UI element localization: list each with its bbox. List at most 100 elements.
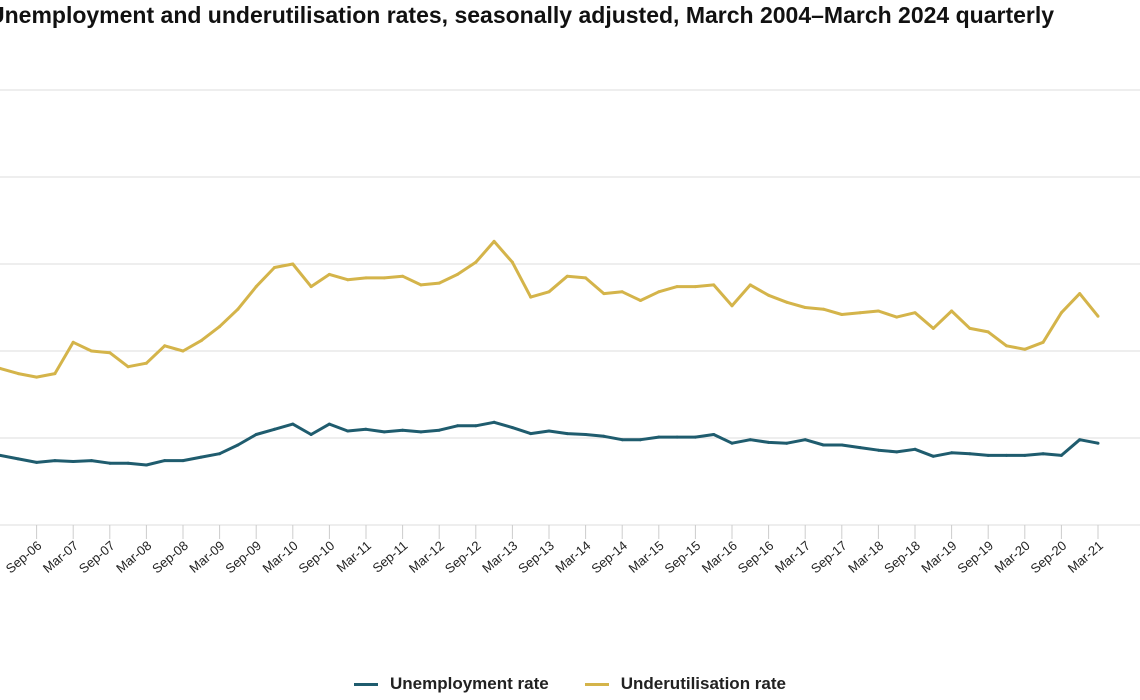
data-point xyxy=(584,433,588,436)
x-tick-label: Mar-12 xyxy=(406,538,447,576)
x-tick-label: Sep-19 xyxy=(954,538,996,576)
data-point xyxy=(657,290,661,294)
data-point xyxy=(785,441,789,445)
series-line-0 xyxy=(0,420,1099,467)
data-point xyxy=(657,435,661,439)
data-point xyxy=(675,435,679,439)
data-point xyxy=(163,459,167,463)
x-tick-label: Mar-07 xyxy=(40,538,81,576)
data-point xyxy=(273,266,276,269)
legend-swatch xyxy=(584,682,609,686)
data-point xyxy=(456,272,459,276)
data-point xyxy=(144,463,148,467)
x-tick-label: Sep-07 xyxy=(76,538,118,576)
data-point xyxy=(16,457,20,461)
data-point xyxy=(712,283,716,287)
x-tick-label: Mar-18 xyxy=(845,538,886,576)
data-point xyxy=(71,460,75,463)
data-point xyxy=(327,272,331,276)
legend-label: Unemployment rate xyxy=(389,674,549,693)
x-tick-label: Sep-13 xyxy=(515,538,557,576)
data-point xyxy=(364,427,368,431)
data-point xyxy=(437,428,441,432)
data-point xyxy=(1096,441,1100,445)
data-point xyxy=(620,290,624,294)
data-point xyxy=(895,315,899,319)
x-tick-label: Sep-18 xyxy=(881,538,923,576)
legend-swatch xyxy=(353,682,378,686)
data-point xyxy=(986,330,990,334)
data-point xyxy=(767,440,771,444)
data-point xyxy=(858,311,862,315)
x-tick-label: Sep-16 xyxy=(735,538,777,576)
x-tick-label: Mar-20 xyxy=(992,538,1033,576)
data-point xyxy=(712,433,716,436)
data-point xyxy=(968,452,972,456)
data-point xyxy=(584,276,588,280)
data-point xyxy=(16,372,20,376)
x-tick-label: Mar-14 xyxy=(552,538,593,576)
x-tick-label: Mar-13 xyxy=(479,538,520,576)
data-point xyxy=(1005,453,1008,457)
x-tick-label: Sep-17 xyxy=(808,538,850,576)
data-point xyxy=(291,422,295,426)
x-tick-label: Sep-10 xyxy=(296,538,338,576)
data-point xyxy=(693,285,697,289)
data-point xyxy=(602,434,606,438)
data-point xyxy=(803,306,807,309)
data-point xyxy=(346,429,350,433)
x-tick-label: Sep-12 xyxy=(442,538,484,576)
data-point xyxy=(529,295,533,299)
data-point xyxy=(181,459,185,463)
data-point xyxy=(126,461,130,465)
data-point xyxy=(602,292,606,296)
data-point xyxy=(620,438,624,442)
data-point xyxy=(693,435,697,439)
data-point xyxy=(492,420,496,424)
data-point xyxy=(950,451,954,455)
data-point xyxy=(108,351,112,355)
data-point xyxy=(71,340,75,344)
x-tick-label: Sep-14 xyxy=(588,538,630,576)
data-point xyxy=(913,311,917,315)
data-point xyxy=(1005,344,1008,348)
data-point xyxy=(1059,311,1063,315)
data-point xyxy=(822,307,825,311)
data-point xyxy=(53,372,57,376)
x-tick-label: Mar-08 xyxy=(113,538,154,576)
data-point xyxy=(529,432,533,436)
series-lines xyxy=(0,239,1100,467)
data-point xyxy=(1059,453,1063,457)
x-tick-label: Mar-10 xyxy=(260,538,301,576)
data-point xyxy=(364,276,368,280)
data-point xyxy=(273,427,276,431)
legend-label: Underutilisation rate xyxy=(620,674,786,693)
data-point xyxy=(474,260,478,264)
data-point xyxy=(767,293,771,297)
data-point xyxy=(547,429,551,433)
data-point xyxy=(730,304,734,308)
x-tick-label: Mar-11 xyxy=(333,538,373,575)
data-point xyxy=(236,443,240,447)
data-point xyxy=(876,309,880,313)
data-point xyxy=(1078,438,1082,442)
data-point xyxy=(1023,453,1027,457)
data-point xyxy=(639,438,642,442)
x-tick-label: Sep-11 xyxy=(370,538,411,576)
data-point xyxy=(639,299,642,302)
data-point xyxy=(803,438,807,442)
x-tick-label: Sep-15 xyxy=(662,538,704,576)
data-point xyxy=(35,375,39,379)
data-point xyxy=(748,438,752,442)
data-point xyxy=(254,285,258,289)
x-axis-ticks: Sep-06Mar-07Sep-07Mar-08Sep-08Mar-09Sep-… xyxy=(3,525,1106,576)
data-point xyxy=(401,274,405,278)
data-point xyxy=(382,276,386,280)
series-line-1 xyxy=(0,239,1100,379)
data-point xyxy=(0,366,2,370)
data-point xyxy=(0,453,2,457)
data-point xyxy=(35,460,39,464)
x-tick-label: Mar-21 xyxy=(1065,538,1106,576)
data-point xyxy=(1041,452,1045,456)
data-point xyxy=(931,326,935,330)
